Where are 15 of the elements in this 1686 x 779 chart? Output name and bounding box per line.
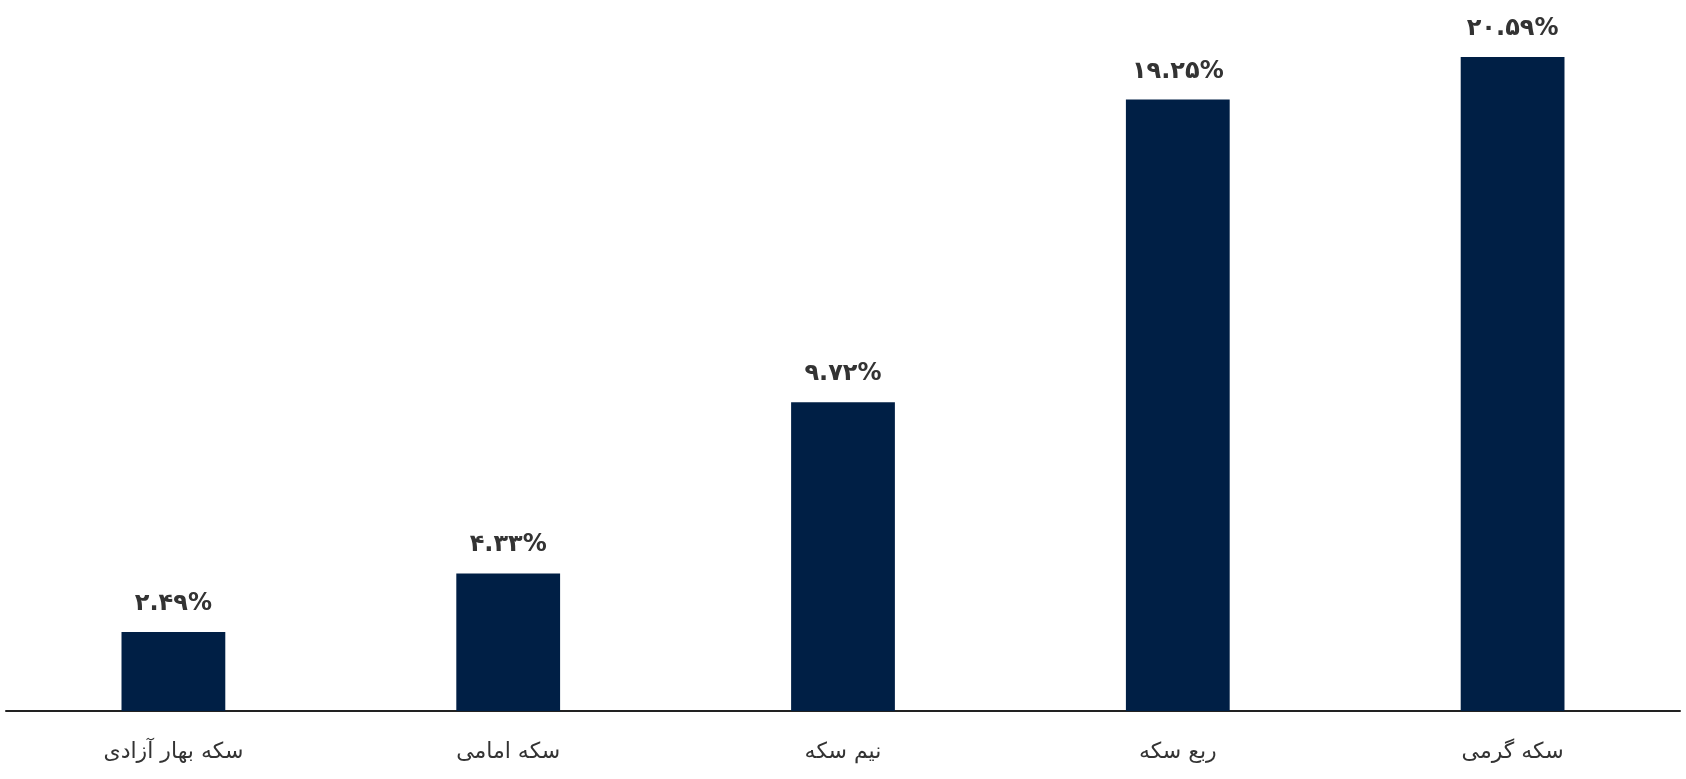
- x-tick-label: ربع سکه: [1138, 737, 1217, 763]
- x-tick-label: نیم سکه: [804, 737, 882, 764]
- bar: [791, 402, 895, 711]
- data-label: ۱۹.۲۵%: [1131, 55, 1224, 84]
- bar: [1125, 99, 1230, 711]
- bar: [1460, 57, 1565, 711]
- data-label: ۴.۳۳%: [469, 529, 547, 558]
- bar: [121, 631, 226, 711]
- x-tick-label: سکه گرمی: [1461, 737, 1564, 763]
- data-label: ۲.۴۹%: [134, 587, 212, 616]
- data-label: ۹.۷۲%: [804, 358, 882, 387]
- bar: [456, 573, 561, 711]
- x-tick-label: سکه بهار آزادی: [103, 736, 244, 763]
- data-label: ۲۰.۵۹%: [1466, 13, 1559, 41]
- x-tick-label: سکه امامی: [456, 737, 561, 763]
